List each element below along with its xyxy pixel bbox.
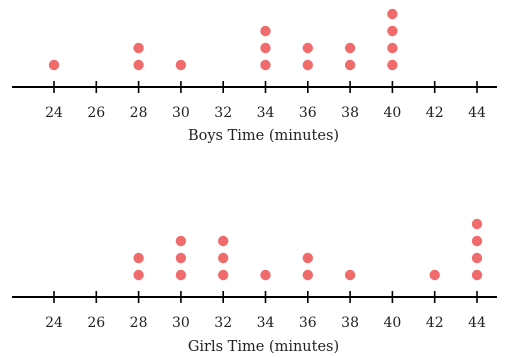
x-tick-label: 30 (172, 105, 190, 121)
x-tick-label: 40 (383, 315, 401, 331)
x-tick-label: 34 (257, 105, 275, 121)
data-dot (344, 42, 356, 54)
data-dot (471, 218, 483, 230)
data-dot (218, 252, 229, 264)
data-dot (302, 59, 313, 71)
x-tick-label: 42 (426, 105, 444, 121)
data-dot (218, 235, 229, 247)
x-tick-label: 40 (383, 105, 401, 121)
data-dot (133, 59, 144, 71)
x-tick-label: 32 (214, 315, 232, 331)
data-dot (218, 269, 229, 281)
x-tick-label: 30 (172, 315, 190, 331)
x-tick-label: 32 (214, 105, 232, 121)
x-axis-title: Girls Time (minutes) (188, 339, 339, 355)
data-dot (344, 59, 356, 71)
data-dot (260, 25, 271, 37)
boys-dot-plot: 24 26 28 30 32 34 36 38 40 42 44 Boys Time (minutes… (12, 8, 497, 144)
x-tick-label: 28 (130, 105, 148, 121)
data-dot (133, 252, 144, 264)
x-tick-label: 24 (45, 105, 63, 121)
data-dot (302, 269, 313, 281)
data-dot (133, 42, 144, 54)
data-dot (471, 235, 483, 247)
x-tick-label: 44 (468, 315, 486, 331)
x-tick-label: 44 (468, 105, 486, 121)
data-dot (302, 252, 313, 264)
data-dot (471, 269, 483, 281)
data-dot (471, 252, 483, 264)
x-tick-label: 42 (426, 315, 444, 331)
data-dot (48, 59, 60, 71)
x-tick-label: 26 (87, 315, 105, 331)
x-axis-title: Boys Time (minutes) (188, 128, 339, 144)
data-dot (175, 252, 187, 264)
data-dot (175, 269, 187, 281)
x-tick-label: 26 (87, 105, 105, 121)
data-dot (260, 269, 271, 281)
data-dot (175, 235, 187, 247)
x-tick-label: 36 (299, 105, 317, 121)
data-dot (387, 8, 398, 20)
data-dot (344, 269, 356, 281)
data-dot (260, 42, 271, 54)
data-dot (260, 59, 271, 71)
x-tick-label: 28 (130, 315, 148, 331)
data-dot (302, 42, 313, 54)
girls-dot-plot: 24 26 28 30 32 34 36 38 40 42 44 Girls Time (minute… (12, 218, 497, 355)
data-dot (387, 25, 398, 37)
data-dot (175, 59, 187, 71)
x-tick-label: 38 (341, 315, 359, 331)
data-dot (429, 269, 440, 281)
data-dot (387, 42, 398, 54)
x-tick-label: 24 (45, 315, 63, 331)
data-dot (387, 59, 398, 71)
x-tick-label: 36 (299, 315, 317, 331)
data-dot (133, 269, 144, 281)
x-tick-label: 34 (257, 315, 275, 331)
x-tick-label: 38 (341, 105, 359, 121)
